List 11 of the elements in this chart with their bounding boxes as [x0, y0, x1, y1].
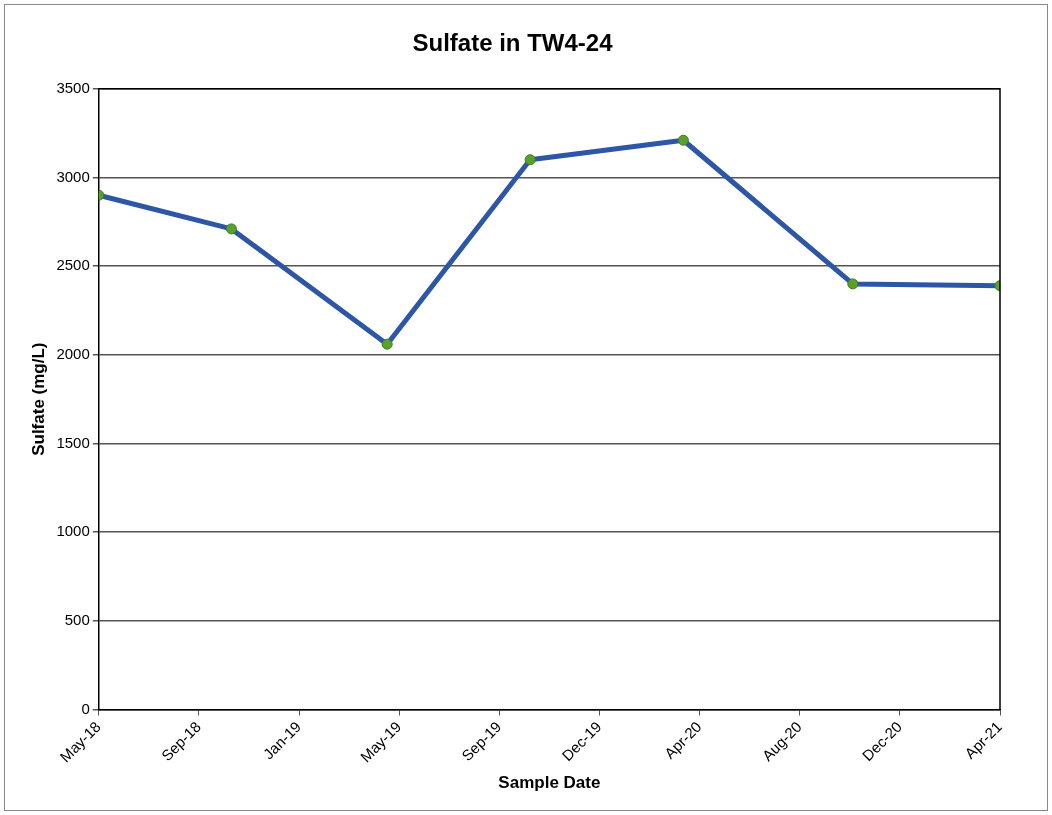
y-tick-label: 3500: [56, 78, 90, 96]
y-tick-label: 0: [81, 699, 90, 717]
y-tick-label: 3000: [56, 167, 90, 185]
x-axis-title: Sample Date: [498, 773, 601, 793]
chart-title: Sulfate in TW4-24: [412, 29, 614, 57]
y-axis-title: Sulfate (mg/L): [28, 342, 48, 456]
y-tick-label: 1000: [56, 522, 90, 540]
y-tick-label: 1500: [56, 433, 90, 451]
y-tick-label: 500: [64, 610, 90, 628]
y-tick-label: 2500: [56, 256, 90, 274]
y-tick-label: 2000: [56, 344, 90, 362]
